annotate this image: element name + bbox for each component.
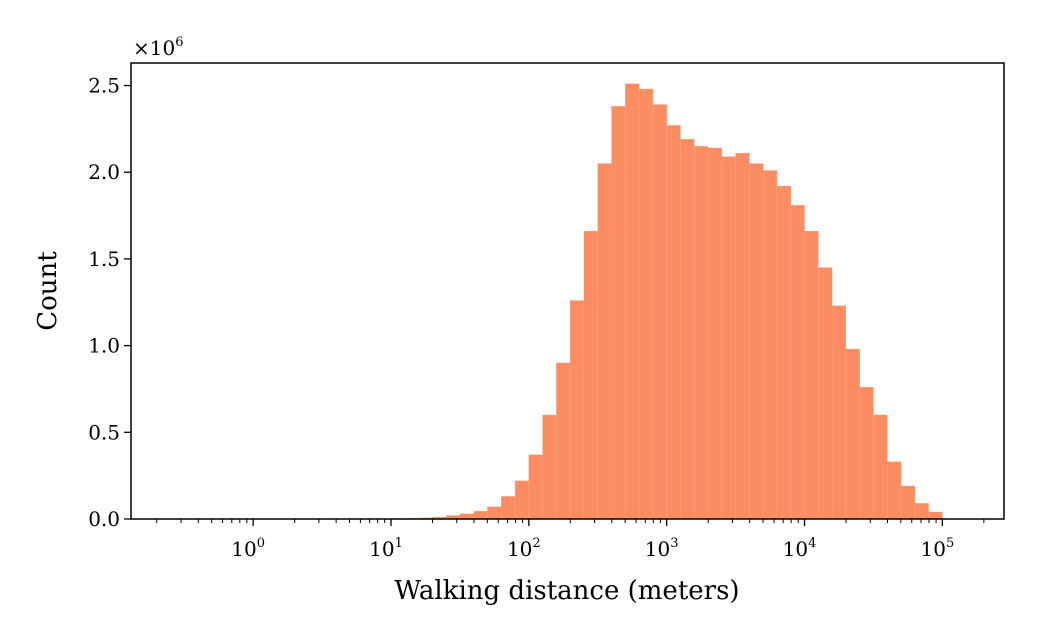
histogram-bar — [638, 88, 654, 520]
y-tick-label: 2.5 — [88, 74, 120, 98]
histogram-bar — [749, 163, 764, 520]
histogram-bar — [914, 503, 929, 520]
histogram-bar — [790, 204, 805, 520]
x-tick-label: 101 — [369, 536, 403, 561]
histogram-bar — [887, 461, 902, 520]
histogram-bar — [625, 83, 640, 520]
plot-frame — [130, 62, 1005, 520]
x-tick-label: 104 — [783, 536, 817, 561]
histogram-bar — [528, 454, 543, 520]
histogram-bar — [900, 485, 916, 520]
y-axis-ticks: 0.0 0.5 1.0 1.5 2.0 2.5 — [88, 74, 131, 531]
y-tick-label: 2.0 — [88, 160, 120, 184]
histogram-bar — [556, 362, 571, 520]
x-tick-label: 105 — [920, 536, 954, 561]
histogram-bar — [804, 230, 819, 520]
x-tick-label: 100 — [231, 536, 265, 561]
histogram-bar — [818, 267, 833, 520]
x-tick-label: 103 — [645, 536, 679, 561]
histogram-bar — [473, 511, 488, 520]
histogram-bar — [707, 147, 723, 520]
histogram-bar — [831, 305, 847, 520]
histogram-bar — [873, 414, 888, 520]
histogram-bar — [611, 106, 626, 520]
histogram-bar — [542, 414, 557, 520]
y-axis-title: Count — [33, 251, 63, 331]
y-multiplier: ×106 — [133, 35, 184, 60]
histogram-bar — [694, 146, 709, 520]
histogram-bar — [652, 104, 667, 520]
histogram-bar — [735, 152, 750, 520]
histogram-bar — [501, 496, 516, 520]
histogram-bar — [928, 511, 943, 520]
histogram-bar — [487, 506, 502, 520]
histogram-bar — [666, 125, 681, 520]
histogram-bar — [569, 300, 585, 520]
histogram-bar — [597, 163, 612, 520]
y-tick-label: 0.0 — [88, 507, 120, 531]
histogram-bar — [680, 139, 695, 520]
x-axis-title: Walking distance (meters) — [394, 576, 739, 606]
histogram-bar — [762, 170, 778, 520]
bars-group — [266, 83, 943, 520]
histogram-bar — [583, 230, 598, 520]
x-tick-label: 102 — [507, 536, 541, 561]
histogram-bar — [776, 185, 791, 520]
x-axis-ticks: 100 101 102 103 104 105 — [156, 519, 985, 561]
histogram-bar — [845, 348, 860, 520]
histogram-bar — [859, 387, 874, 520]
histogram-bar — [721, 156, 736, 520]
y-tick-label: 1.0 — [88, 334, 120, 358]
y-tick-label: 1.5 — [88, 247, 120, 271]
histogram-bar — [514, 480, 530, 520]
y-tick-label: 0.5 — [88, 420, 120, 444]
histogram-bar — [459, 513, 474, 520]
